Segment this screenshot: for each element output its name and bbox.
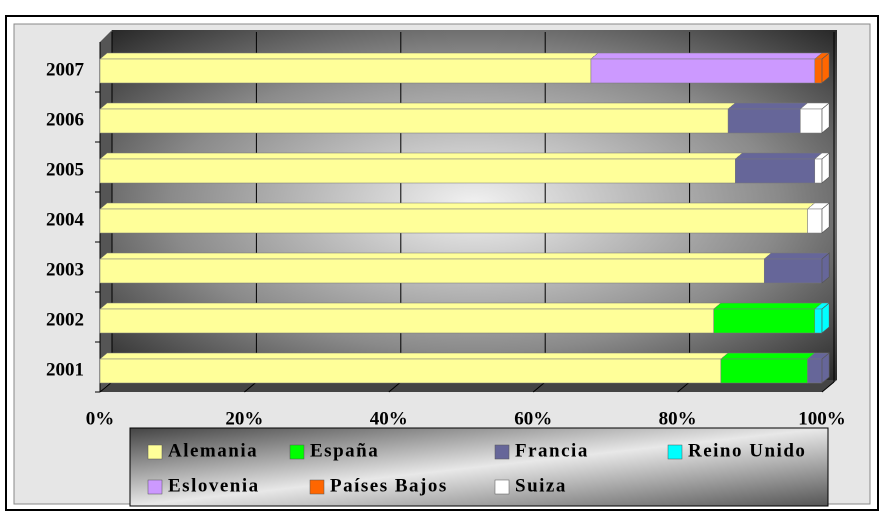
x-tick [244,381,257,393]
y-tick-label: 2006 [46,109,84,130]
y-tick-label: 2003 [46,259,84,280]
bar [720,358,808,384]
bar-top [99,202,816,210]
x-tick [532,381,546,393]
bar [814,58,823,84]
bar [814,158,823,184]
bar [735,158,816,184]
bar [807,208,823,234]
bar-top [99,52,599,60]
bar-side [821,102,830,134]
legend-label: Francia [515,440,589,461]
x-tick [388,381,402,393]
bar [727,108,801,134]
bar [713,308,816,334]
bar [590,58,816,84]
bar [99,208,808,234]
bar-top [99,252,773,260]
legend-swatch [494,479,510,495]
legend-label: España [310,440,379,461]
x-tick-label: 20% [225,408,263,429]
y-tick-label: 2001 [46,359,84,380]
bar-top [99,302,722,310]
bar [99,308,714,334]
x-tick [677,381,690,393]
bar-top [727,102,809,110]
y-tick-label: 2005 [46,159,84,180]
bar-top [734,152,823,160]
legend-label: Eslovenia [168,475,260,496]
bar [99,358,722,384]
bar-top [713,302,823,310]
legend [129,427,829,507]
bar [807,358,823,384]
x-tick-label: 100% [798,408,846,429]
legend-label: Países Bajos [330,475,448,496]
bar [99,158,736,184]
bar-side [821,152,830,184]
bar-side [821,252,830,284]
y-tick-label: 2002 [46,309,84,330]
bar [99,258,765,284]
legend-swatch [147,479,163,495]
bar [800,108,823,134]
legend-swatch [309,479,325,495]
x-tick [821,381,835,393]
bar [99,58,592,84]
bar-side [821,52,830,84]
bar-top [763,252,830,260]
y-tick-label: 2007 [46,59,85,80]
bar-top [99,352,729,360]
legend-swatch [289,444,305,460]
x-tick-label: 0% [86,408,115,429]
bar [99,108,729,134]
y-tick-label: 2004 [46,209,85,230]
legend-label: Alemania [168,440,258,461]
bar-side [821,302,830,334]
bar-top [99,102,737,110]
bar-top [720,352,816,360]
legend-swatch [494,444,510,460]
x-tick-label: 40% [370,408,408,429]
legend-swatch [667,444,683,460]
bar [763,258,823,284]
legend-swatch [147,444,163,460]
x-tick-label: 60% [514,408,552,429]
legend-label: Suiza [515,475,567,496]
bar-side [821,352,830,384]
bar-top [99,152,744,160]
x-tick-label: 80% [659,408,697,429]
bar-top [590,52,823,60]
bar-side [821,202,830,234]
legend-label: Reino Unido [688,440,806,461]
x-tick [99,381,113,393]
bar [814,308,823,334]
